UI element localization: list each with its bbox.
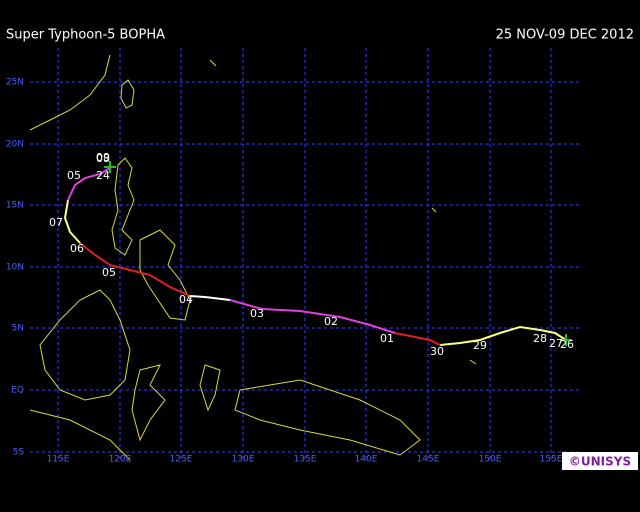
track-segment bbox=[439, 325, 567, 346]
track-label: 07 bbox=[49, 216, 63, 229]
track-segment bbox=[79, 242, 191, 297]
track-label: 28 bbox=[533, 332, 547, 345]
coastline bbox=[29, 54, 111, 131]
track-label: 03 bbox=[250, 307, 264, 320]
track-segment bbox=[394, 332, 441, 346]
coastline bbox=[234, 379, 421, 456]
credit: ©UNISYS bbox=[569, 455, 631, 469]
lon-label: 115E bbox=[47, 455, 70, 465]
lat-label: 25N bbox=[6, 78, 24, 88]
lat-label: 5S bbox=[13, 448, 25, 458]
coastline bbox=[120, 79, 135, 109]
track-label: 09 bbox=[96, 151, 110, 164]
lon-label: 150E bbox=[479, 455, 502, 465]
track-label: 08 bbox=[96, 152, 110, 165]
lat-label: 5N bbox=[12, 324, 24, 334]
track-label: 06 bbox=[70, 242, 84, 255]
lon-label: 145E bbox=[417, 455, 440, 465]
track-label: 05 bbox=[67, 169, 81, 182]
coastline bbox=[209, 59, 477, 365]
track-label: 26 bbox=[560, 338, 574, 351]
track-label: 24 bbox=[96, 169, 110, 182]
coastline bbox=[39, 289, 131, 401]
track-endpoint bbox=[104, 161, 572, 346]
track-segment bbox=[229, 299, 396, 334]
coastline bbox=[131, 364, 166, 442]
track bbox=[63, 161, 572, 346]
lat-labels: 25N 20N 15N 10N 5N EQ 5S bbox=[6, 78, 24, 458]
track-label: 30 bbox=[430, 345, 444, 358]
lat-label: EQ bbox=[11, 386, 24, 396]
credit-box bbox=[562, 452, 638, 470]
grid bbox=[30, 48, 580, 462]
lat-label: 10N bbox=[6, 263, 24, 273]
lon-label: 140E bbox=[355, 455, 378, 465]
track-segment bbox=[189, 295, 231, 301]
track-segment bbox=[67, 167, 111, 201]
lon-label: 135E bbox=[294, 455, 317, 465]
coastline bbox=[29, 409, 131, 461]
track-label: 27 bbox=[549, 337, 563, 350]
track-label: 02 bbox=[324, 315, 338, 328]
lat-label: 20N bbox=[6, 140, 24, 150]
track-label: 29 bbox=[473, 339, 487, 352]
lon-label: 130E bbox=[232, 455, 255, 465]
title: Super Typhoon-5 BOPHA bbox=[6, 28, 165, 43]
coastline bbox=[199, 364, 221, 412]
lon-label: 125E bbox=[170, 455, 193, 465]
track-segment bbox=[63, 199, 81, 244]
lon-label: 155E bbox=[540, 455, 563, 465]
track-label: 05 bbox=[102, 266, 116, 279]
coastline bbox=[139, 229, 191, 321]
coastline bbox=[111, 157, 135, 256]
lon-labels: 115E 120E 125E 130E 135E 140E 145E 150E 155E bbox=[47, 455, 563, 465]
track-label: 01 bbox=[380, 332, 394, 345]
date-range: 25 NOV-09 DEC 2012 bbox=[496, 28, 634, 43]
lon-label: 120E bbox=[109, 455, 132, 465]
lat-label: 15N bbox=[6, 201, 24, 211]
track-label: 04 bbox=[179, 293, 193, 306]
coastlines bbox=[29, 54, 477, 461]
